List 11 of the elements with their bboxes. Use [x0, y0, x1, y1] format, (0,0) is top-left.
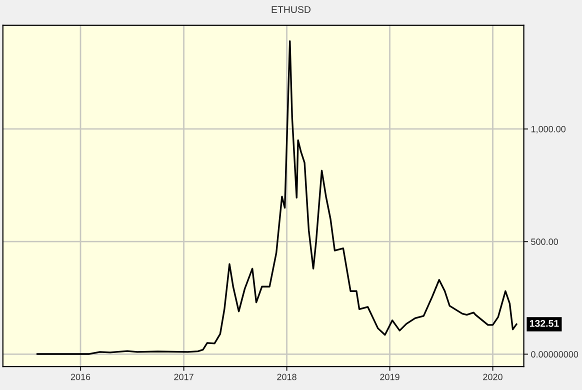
y-tick-label: 0.00000000 — [531, 351, 578, 358]
text: 132.51 — [530, 320, 559, 327]
line-series — [36, 40, 518, 355]
x-tick-label: 2019 — [380, 374, 400, 380]
x-tick-label: 2018 — [277, 374, 296, 380]
x-tick-label: 2020 — [483, 374, 502, 380]
y-tick-label: 1,000.00 — [531, 126, 566, 134]
chart-title: ETHUSD — [272, 6, 311, 13]
x-tick-label: 2016 — [70, 374, 90, 380]
x-tick-label: 2017 — [174, 374, 194, 380]
y-tick-label: 500.00 — [531, 238, 558, 245]
